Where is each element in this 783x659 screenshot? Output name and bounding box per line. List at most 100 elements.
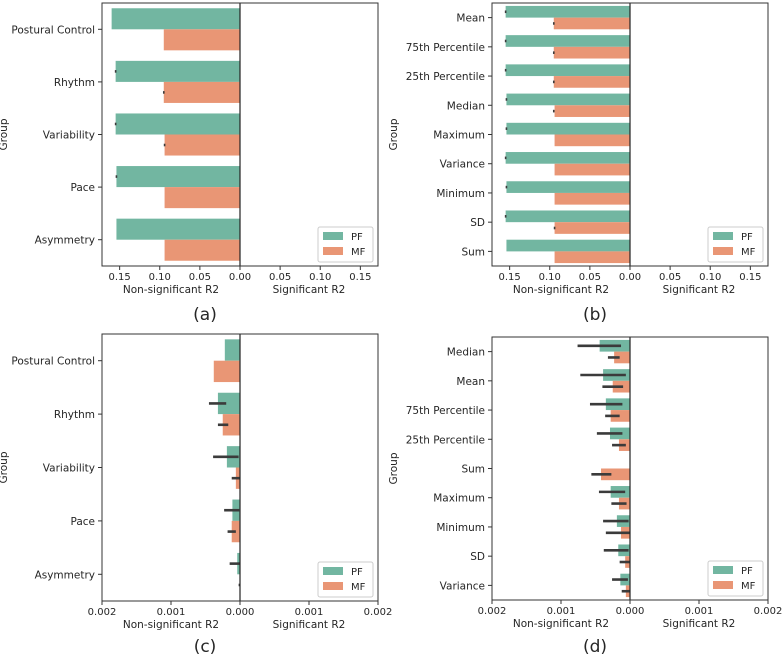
x-axis-label-non-significant: Non-significant R2 (123, 619, 219, 631)
x-tick-label: 0.00 (619, 272, 641, 283)
legend-label-mf: MF (741, 581, 756, 592)
legend-label-pf: PF (351, 232, 363, 243)
y-tick-label: 25th Percentile (406, 71, 485, 83)
legend-swatch-mf (713, 581, 733, 589)
y-tick-label: Sum (461, 464, 485, 476)
legend: PF MF (708, 561, 763, 596)
x-axis-label-significant: Significant R2 (663, 618, 736, 630)
y-tick-label: Asymmetry (35, 569, 95, 581)
x-tick-label: 0.15 (499, 272, 521, 283)
bar-mf-mean (554, 18, 630, 30)
y-axis-label: Group (388, 452, 400, 484)
y-tick-label: SD (470, 551, 485, 563)
x-tick-label: 0.10 (539, 272, 561, 283)
panel-label: (b) (583, 305, 607, 325)
bar-mf-pace (165, 187, 240, 208)
bar-mf-variance (555, 164, 630, 176)
y-tick-label: Postural Control (11, 356, 95, 368)
bar-pf-pace (116, 166, 240, 187)
bar-mf-sum (555, 251, 630, 263)
x-tick-label: 0.001 (157, 607, 186, 618)
y-tick-label: Pace (70, 182, 95, 194)
bar-pf-sum (506, 240, 630, 252)
panel-c: Postural ControlRhythmVariabilityPaceAsy… (0, 334, 392, 655)
y-tick-label: Maximum (433, 130, 485, 142)
y-tick-label: Sum (461, 246, 485, 258)
legend-label-mf: MF (351, 582, 366, 593)
legend: PF MF (318, 562, 373, 597)
bar-mf-25th-percentile (554, 76, 630, 88)
bar-mf-postural-control (214, 361, 240, 382)
bar-mf-rhythm (164, 82, 240, 103)
x-tick-label: 0.15 (739, 272, 761, 283)
y-tick-label: 75th Percentile (406, 42, 485, 54)
y-tick-label: Median (447, 347, 485, 359)
x-tick-label: 0.05 (189, 272, 211, 283)
legend-label-mf: MF (741, 247, 756, 258)
x-axis-label-non-significant: Non-significant R2 (513, 618, 609, 630)
x-tick-label: 0.001 (685, 606, 714, 617)
y-tick-label: Pace (70, 516, 95, 528)
legend-label-mf: MF (351, 247, 366, 258)
y-tick-label: Mean (456, 376, 485, 388)
x-tick-label: 0.10 (699, 272, 721, 283)
x-tick-label: 0.001 (547, 606, 576, 617)
bar-pf-mean (506, 6, 630, 18)
bar-mf-sd (555, 222, 630, 234)
y-tick-label: Variability (43, 130, 95, 142)
y-tick-label: Variance (440, 159, 485, 171)
x-axis-label-significant: Significant R2 (663, 284, 736, 296)
legend-label-pf: PF (741, 566, 753, 577)
y-tick-label: Mean (456, 13, 485, 25)
bar-pf-postural-control (225, 339, 240, 360)
y-axis-label: Group (0, 118, 10, 150)
bar-pf-maximum (506, 123, 630, 135)
legend-swatch-pf (713, 566, 733, 574)
bar-pf-variability (116, 113, 240, 134)
bar-pf-75th-percentile (506, 35, 630, 47)
x-tick-label: 0.002 (364, 607, 393, 618)
y-tick-label: Maximum (433, 493, 485, 505)
y-tick-label: Variance (440, 580, 485, 592)
bar-pf-asymmetry (116, 219, 240, 240)
y-tick-label: Rhythm (54, 409, 95, 421)
y-tick-label: Rhythm (54, 77, 95, 89)
y-tick-label: Postural Control (11, 24, 95, 36)
x-axis-label-significant: Significant R2 (273, 619, 346, 631)
legend-label-pf: PF (741, 232, 753, 243)
bar-mf-asymmetry (165, 240, 240, 261)
y-tick-label: Asymmetry (35, 235, 95, 247)
x-tick-label: 0.10 (309, 272, 331, 283)
x-tick-label: 0.002 (88, 607, 117, 618)
y-tick-label: 75th Percentile (406, 405, 485, 417)
y-tick-label: Minimum (436, 522, 485, 534)
bar-pf-25th-percentile (506, 64, 630, 76)
bar-pf-postural-control (112, 8, 240, 29)
bar-mf-75th-percentile (554, 47, 630, 59)
x-axis-label-non-significant: Non-significant R2 (123, 284, 219, 296)
x-tick-label: 0.000 (226, 607, 255, 618)
legend-swatch-mf (323, 582, 343, 590)
x-tick-label: 0.002 (754, 606, 783, 617)
x-tick-label: 0.15 (349, 272, 371, 283)
bar-pf-median (506, 94, 630, 106)
bar-mf-variability (165, 135, 240, 156)
x-tick-label: 0.001 (295, 607, 324, 618)
y-axis-label: Group (388, 118, 400, 150)
y-tick-label: Minimum (436, 188, 485, 200)
x-tick-label: 0.00 (229, 272, 251, 283)
bar-mf-median (555, 105, 630, 117)
legend-swatch-mf (713, 247, 733, 255)
legend-label-pf: PF (351, 567, 363, 578)
legend-swatch-pf (323, 232, 343, 240)
panel-label: (a) (193, 305, 217, 325)
legend-swatch-mf (323, 247, 343, 255)
x-tick-label: 0.05 (659, 272, 681, 283)
panel-a: Postural Control Rhythm Variability Pace Asy… (0, 3, 378, 325)
bar-pf-sd (506, 210, 630, 222)
x-tick-label: 0.15 (109, 272, 131, 283)
panel-label: (c) (194, 637, 217, 655)
